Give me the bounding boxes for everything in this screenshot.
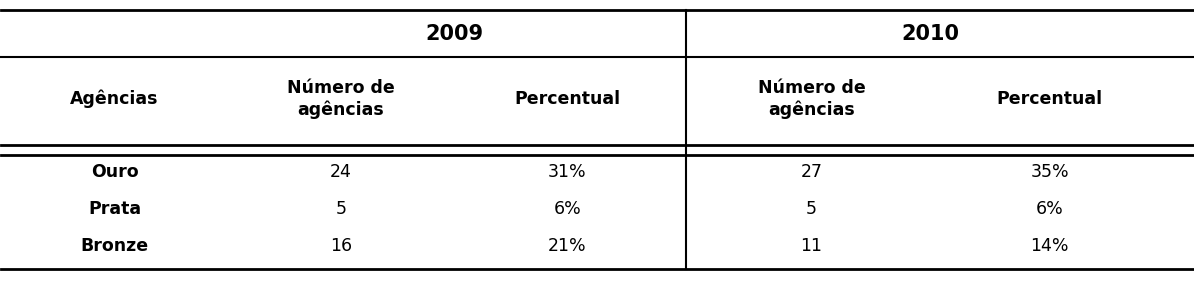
Text: 11: 11 — [800, 237, 823, 255]
Text: 2009: 2009 — [425, 24, 484, 44]
Text: 5: 5 — [336, 200, 346, 218]
Text: 24: 24 — [330, 163, 352, 181]
Text: Percentual: Percentual — [997, 90, 1103, 108]
Text: 27: 27 — [800, 163, 823, 181]
Text: Ouro: Ouro — [91, 163, 139, 181]
Text: Bronze: Bronze — [80, 237, 148, 255]
Text: 6%: 6% — [1035, 200, 1064, 218]
Text: Agências: Agências — [70, 90, 159, 108]
Text: 35%: 35% — [1030, 163, 1069, 181]
Text: Prata: Prata — [88, 200, 141, 218]
Text: 21%: 21% — [548, 237, 586, 255]
Text: Número de
agências: Número de agências — [287, 80, 395, 119]
Text: 5: 5 — [806, 200, 817, 218]
Text: 31%: 31% — [548, 163, 586, 181]
Text: 2010: 2010 — [901, 24, 960, 44]
Text: Percentual: Percentual — [515, 90, 620, 108]
Text: Número de
agências: Número de agências — [757, 80, 866, 119]
Text: 6%: 6% — [553, 200, 581, 218]
Text: 14%: 14% — [1030, 237, 1069, 255]
Text: 16: 16 — [330, 237, 352, 255]
